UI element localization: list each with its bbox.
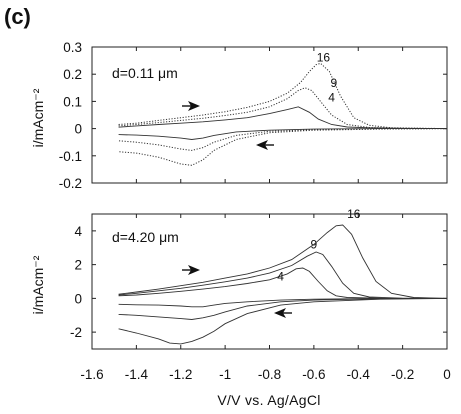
series-label-4: 4 [328, 90, 335, 104]
chart-bottom: -1.6 -1.4 -1.2 -1 -0.8 -0.6 -0.4 -0.2 0 -2 0 2 4 491… [30, 207, 451, 408]
x-tick-label: -0.2 [391, 367, 414, 382]
series-4-cathodic [118, 128, 447, 140]
series-4-anodic [118, 106, 448, 130]
x-tick-label: 0 [443, 367, 451, 382]
series-16-cathodic [118, 128, 448, 166]
x-tick-label: -1.4 [125, 367, 149, 382]
x-tick-label: -1 [219, 367, 231, 382]
direction-arrow-right-top [182, 101, 200, 111]
axis-ticks-top: -0.2 -0.1 0 0.1 0.2 0.3 [59, 40, 448, 191]
series-16-cathodic [118, 297, 448, 345]
y-tick-label: 0.1 [63, 94, 82, 109]
panel-letter: (c) [4, 4, 31, 29]
y-tick-label: -0.1 [59, 149, 82, 164]
y-tick-label: 0.3 [63, 40, 82, 55]
direction-arrow-left-bottom [274, 308, 292, 318]
y-tick-label: 0 [74, 122, 82, 137]
series-9-cathodic [118, 297, 448, 320]
series-label-16: 16 [317, 51, 331, 65]
ylabel-bottom: i/mAcm⁻² [30, 255, 46, 314]
y-tick-label: -2 [70, 325, 82, 340]
series-label-9: 9 [331, 76, 338, 90]
y-tick-label: 0.2 [63, 67, 82, 82]
ylabel-top: i/mAcm⁻² [30, 88, 46, 147]
annotation-top: d=0.11 μm [112, 65, 178, 81]
series-label-4: 4 [277, 270, 284, 284]
series-9-cathodic [118, 128, 448, 151]
y-tick-label: 4 [74, 224, 82, 239]
y-tick-label: 2 [74, 258, 82, 273]
axis-ticks-bottom: -1.6 -1.4 -1.2 -1 -0.8 -0.6 -0.4 -0.2 0 -2 0 2 4 [70, 214, 451, 382]
series-9-anodic [118, 251, 448, 299]
y-tick-label: -0.2 [59, 176, 82, 191]
series-9-anodic [118, 87, 448, 130]
series-4-cathodic [118, 297, 447, 308]
series-4-anodic [118, 267, 447, 299]
direction-arrow-right-bottom [182, 265, 200, 275]
y-tick-label: 0 [74, 291, 82, 306]
series-label-16: 16 [347, 207, 361, 221]
x-tick-label: -0.8 [258, 367, 281, 382]
x-tick-label: -1.6 [80, 367, 103, 382]
x-tick-label: -0.4 [347, 367, 371, 382]
annotation-bottom: d=4.20 μm [112, 229, 179, 245]
series-16-anodic [118, 224, 448, 299]
direction-arrow-left-top [256, 140, 274, 150]
xlabel: V/V vs. Ag/AgCl [217, 392, 320, 408]
series-16-anodic [118, 62, 448, 130]
x-tick-label: -1.2 [169, 367, 192, 382]
x-tick-label: -0.6 [302, 367, 325, 382]
